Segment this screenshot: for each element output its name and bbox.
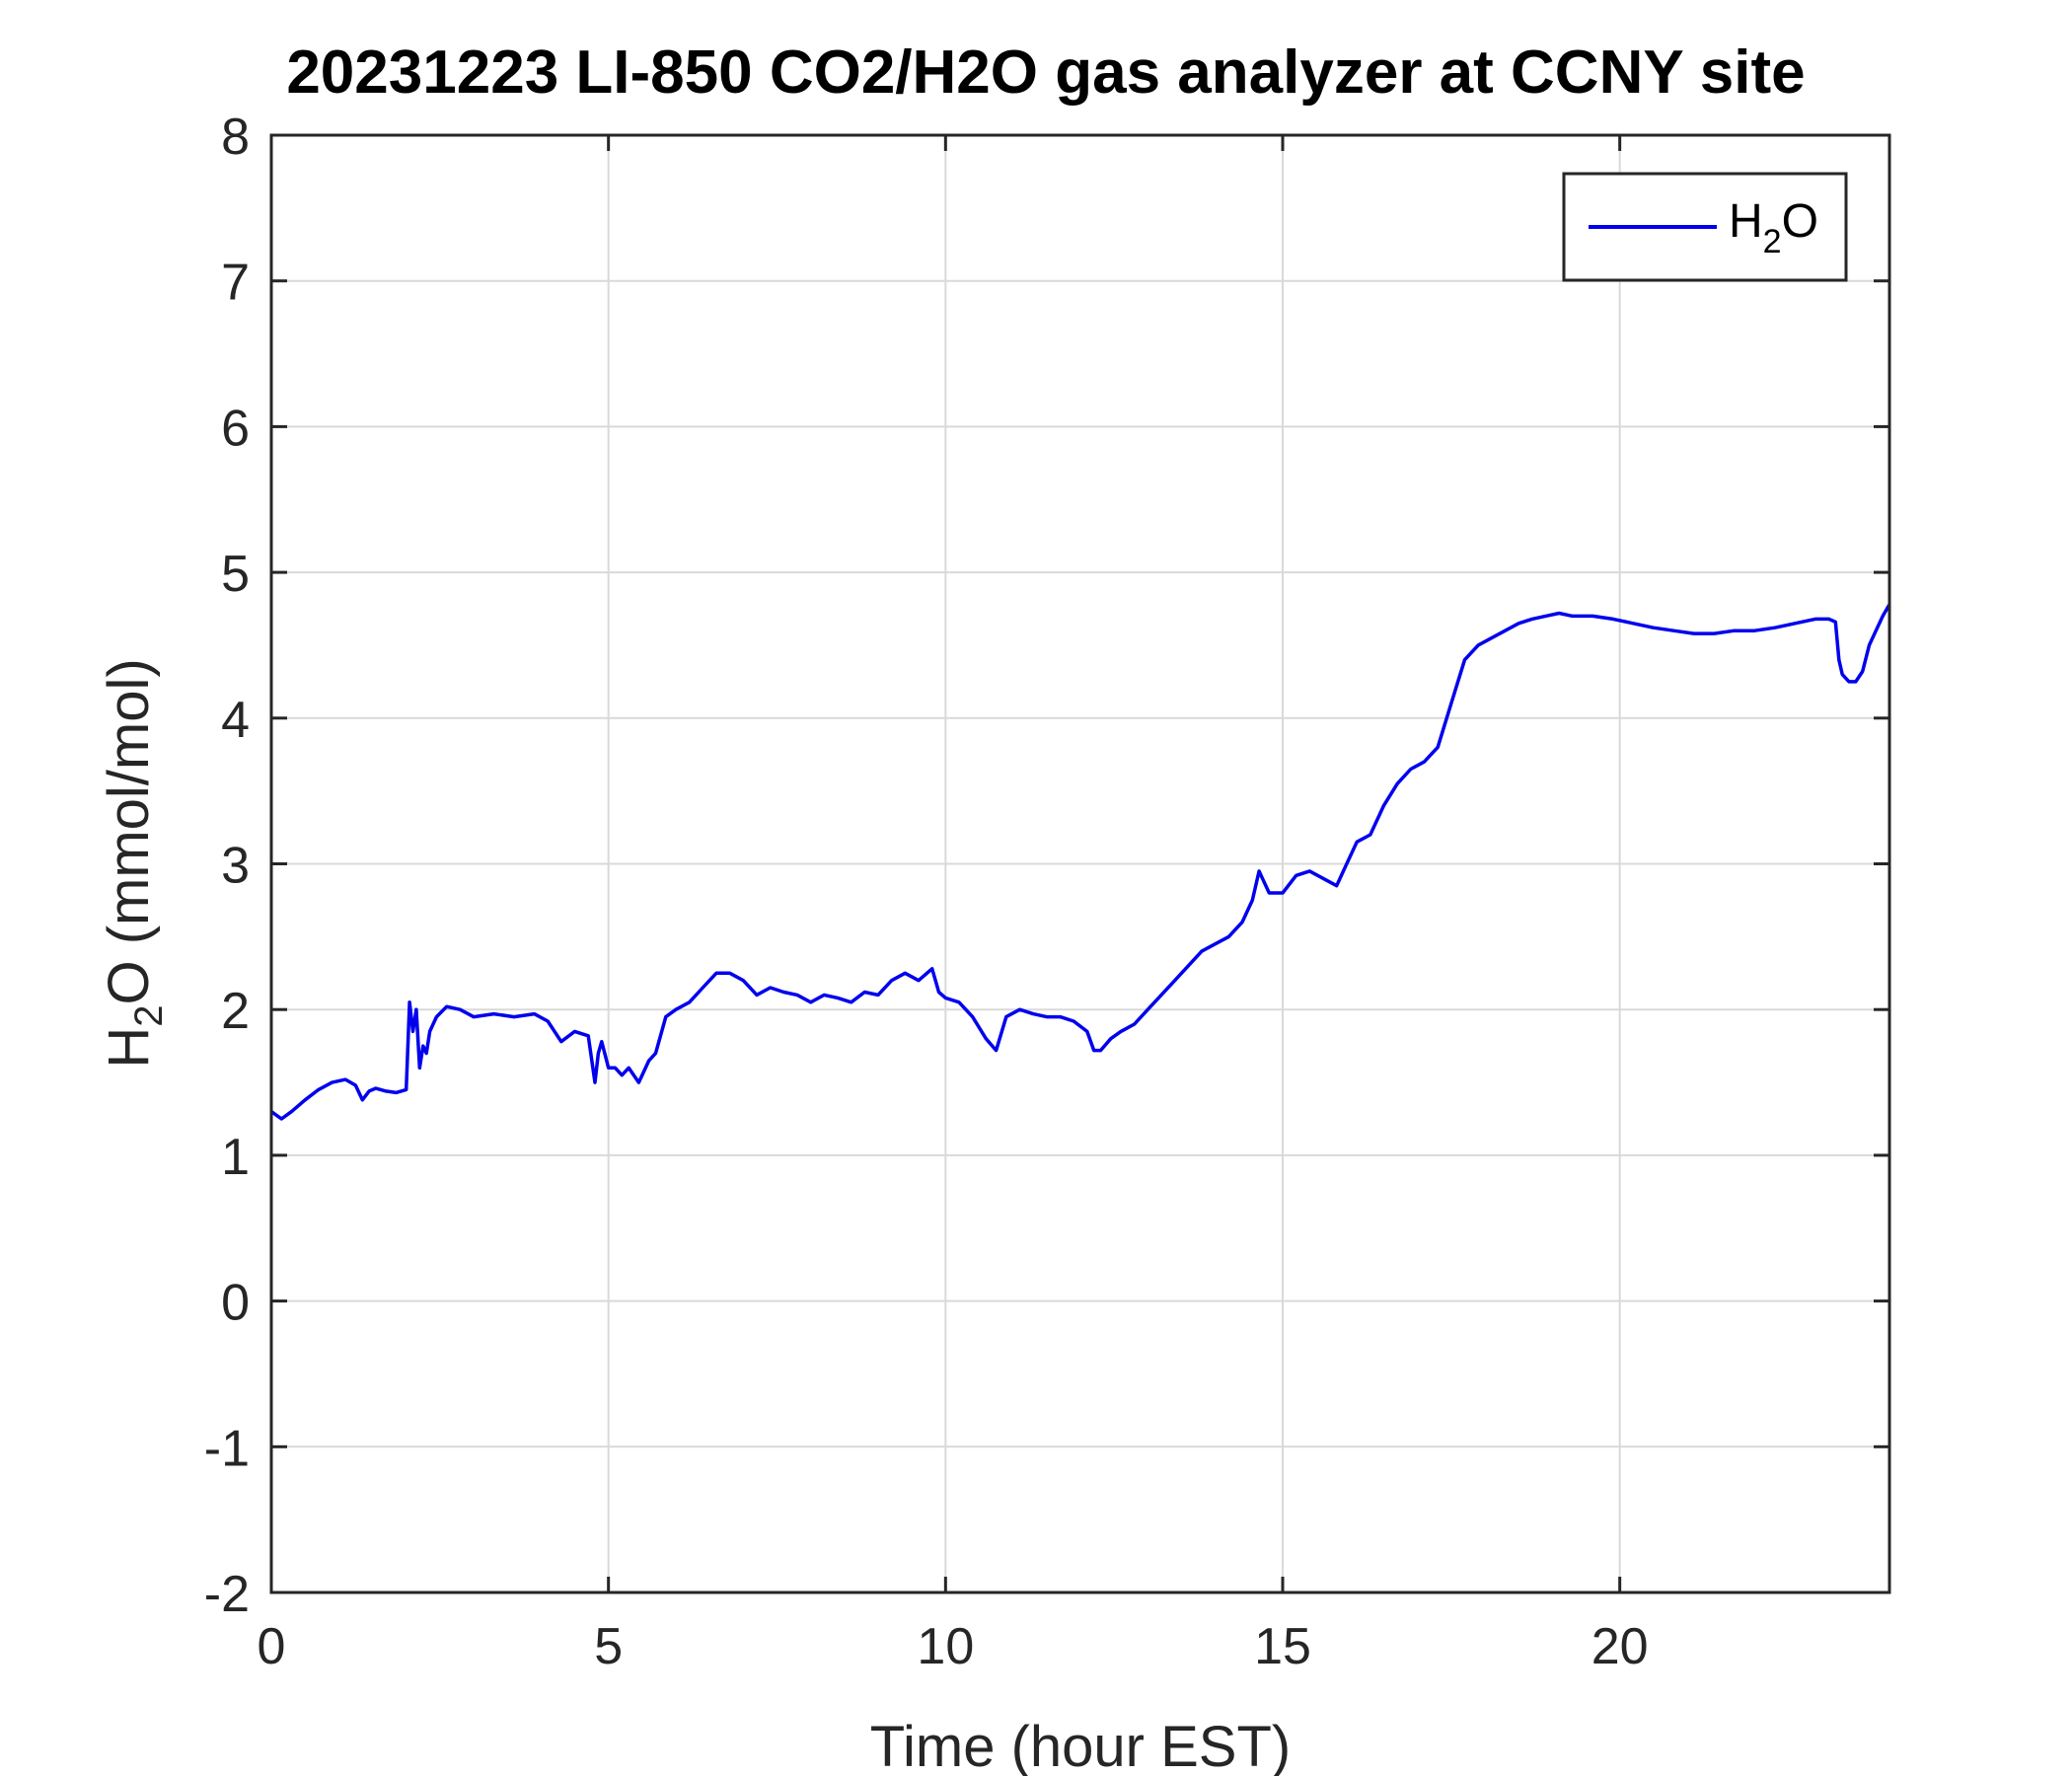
y-axis-label-rest: O (mmol/mol) <box>97 658 161 1004</box>
y-tick-label: -2 <box>204 1566 250 1623</box>
y-tick-label: 3 <box>221 838 250 895</box>
legend-entry-base: H <box>1729 195 1763 248</box>
x-axis-label: Time (hour EST) <box>870 1715 1291 1776</box>
legend-entry-subscript: 2 <box>1763 223 1782 260</box>
y-tick-label: 7 <box>221 255 250 312</box>
y-axis-label-subscript: 2 <box>127 1005 171 1027</box>
legend-entry-h2o: H2O <box>1729 195 1818 260</box>
plot-area <box>269 133 1891 1594</box>
x-tick-labels: 0 5 10 15 20 <box>258 1618 1649 1675</box>
x-tick-label: 10 <box>917 1618 974 1675</box>
y-tick-label: 8 <box>221 109 250 166</box>
y-axis-label-base: H <box>97 1027 161 1069</box>
y-tick-label: 6 <box>221 400 250 457</box>
legend: H2O <box>1562 172 1848 282</box>
y-tick-labels: -2 -1 0 1 2 3 4 5 6 7 8 <box>204 109 250 1623</box>
y-tick-label: 5 <box>221 546 250 603</box>
y-tick-label: 1 <box>221 1129 250 1186</box>
y-tick-label: 0 <box>221 1275 250 1332</box>
y-tick-label: -1 <box>204 1420 250 1477</box>
chart-title: 20231223 LI-850 CO2/H2O gas analyzer at … <box>286 38 1805 107</box>
y-axis-label: H2O (mmol/mol) <box>97 658 171 1068</box>
series-layer <box>269 603 1891 1121</box>
y-tick-label: 2 <box>221 983 250 1040</box>
x-tick-label: 5 <box>594 1618 623 1675</box>
legend-entry-rest: O <box>1782 195 1818 248</box>
series-line-h2o <box>269 603 1891 1121</box>
x-tick-label: 0 <box>258 1618 286 1675</box>
x-tick-label: 20 <box>1591 1618 1649 1675</box>
y-tick-label: 4 <box>221 692 250 749</box>
x-tick-label: 15 <box>1254 1618 1311 1675</box>
axes-box <box>269 133 1891 1594</box>
